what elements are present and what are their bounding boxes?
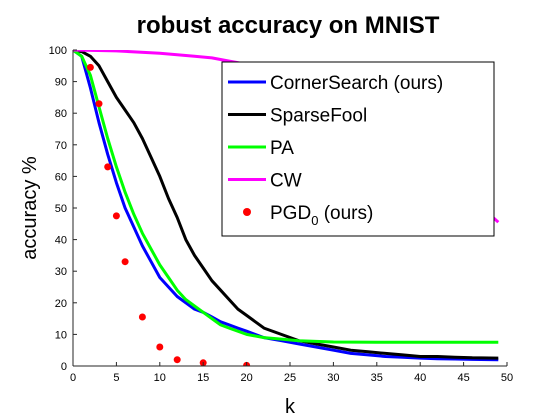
data-point-pgd [86,63,94,71]
data-point-pgd [112,212,120,220]
y-tick-label: 100 [49,45,67,57]
x-tick-label: 30 [327,372,339,384]
y-tick-label: 80 [55,108,67,120]
y-tick-label: 20 [55,298,67,310]
series-line-pa [73,50,499,344]
chart-title: robust accuracy on MNIST [137,12,440,39]
series-line-cornersearch-ours [73,50,499,362]
y-tick-label: 90 [55,77,67,89]
ticks-layer: 0 5 10 15 20 25 30 35 40 45 50 0 10 20 30 40 50 60 70 80 90 1… [49,45,513,384]
x-tick-label: 35 [371,372,383,384]
x-tick-label: 45 [457,372,469,384]
legend-label-pgd: PGD0 (ours) [270,203,373,228]
series-line-sparsefool [73,50,499,360]
y-tick-label: 70 [55,140,67,152]
data-point-pgd [95,100,103,108]
x-axis-label: k [285,396,296,418]
x-tick-label: 40 [414,372,426,384]
y-tick-label: 60 [55,171,67,183]
legend-label-pa: PA [270,138,294,159]
legend: CornerSearch (ours) SparseFool PA CW PGD0 (o… [221,61,495,237]
data-point-pgd [121,258,129,266]
legend-label-cw: CW [270,171,302,192]
legend-label-cornersearch-ours: CornerSearch (ours) [270,73,443,94]
y-tick-label: 10 [55,329,67,341]
x-tick-label: 0 [70,372,76,384]
x-tick-label: 15 [197,372,209,384]
data-point-pgd [104,163,112,171]
x-tick-label: 10 [154,372,166,384]
y-tick-label: 0 [61,361,67,373]
data-point-pgd [173,356,181,364]
x-tick-label: 50 [501,372,513,384]
x-tick-label: 25 [284,372,296,384]
data-point-pgd [156,343,164,351]
data-point-pgd [138,313,146,321]
x-tick-label: 5 [113,372,119,384]
legend-label-sparsefool: SparseFool [270,106,367,127]
legend-box [221,61,495,237]
y-axis-label: accuracy % [19,156,41,260]
x-tick-label: 20 [240,372,252,384]
y-tick-label: 40 [55,235,67,247]
y-tick-label: 50 [55,203,67,215]
y-tick-label: 30 [55,266,67,278]
legend-swatch-pgd [243,208,251,216]
